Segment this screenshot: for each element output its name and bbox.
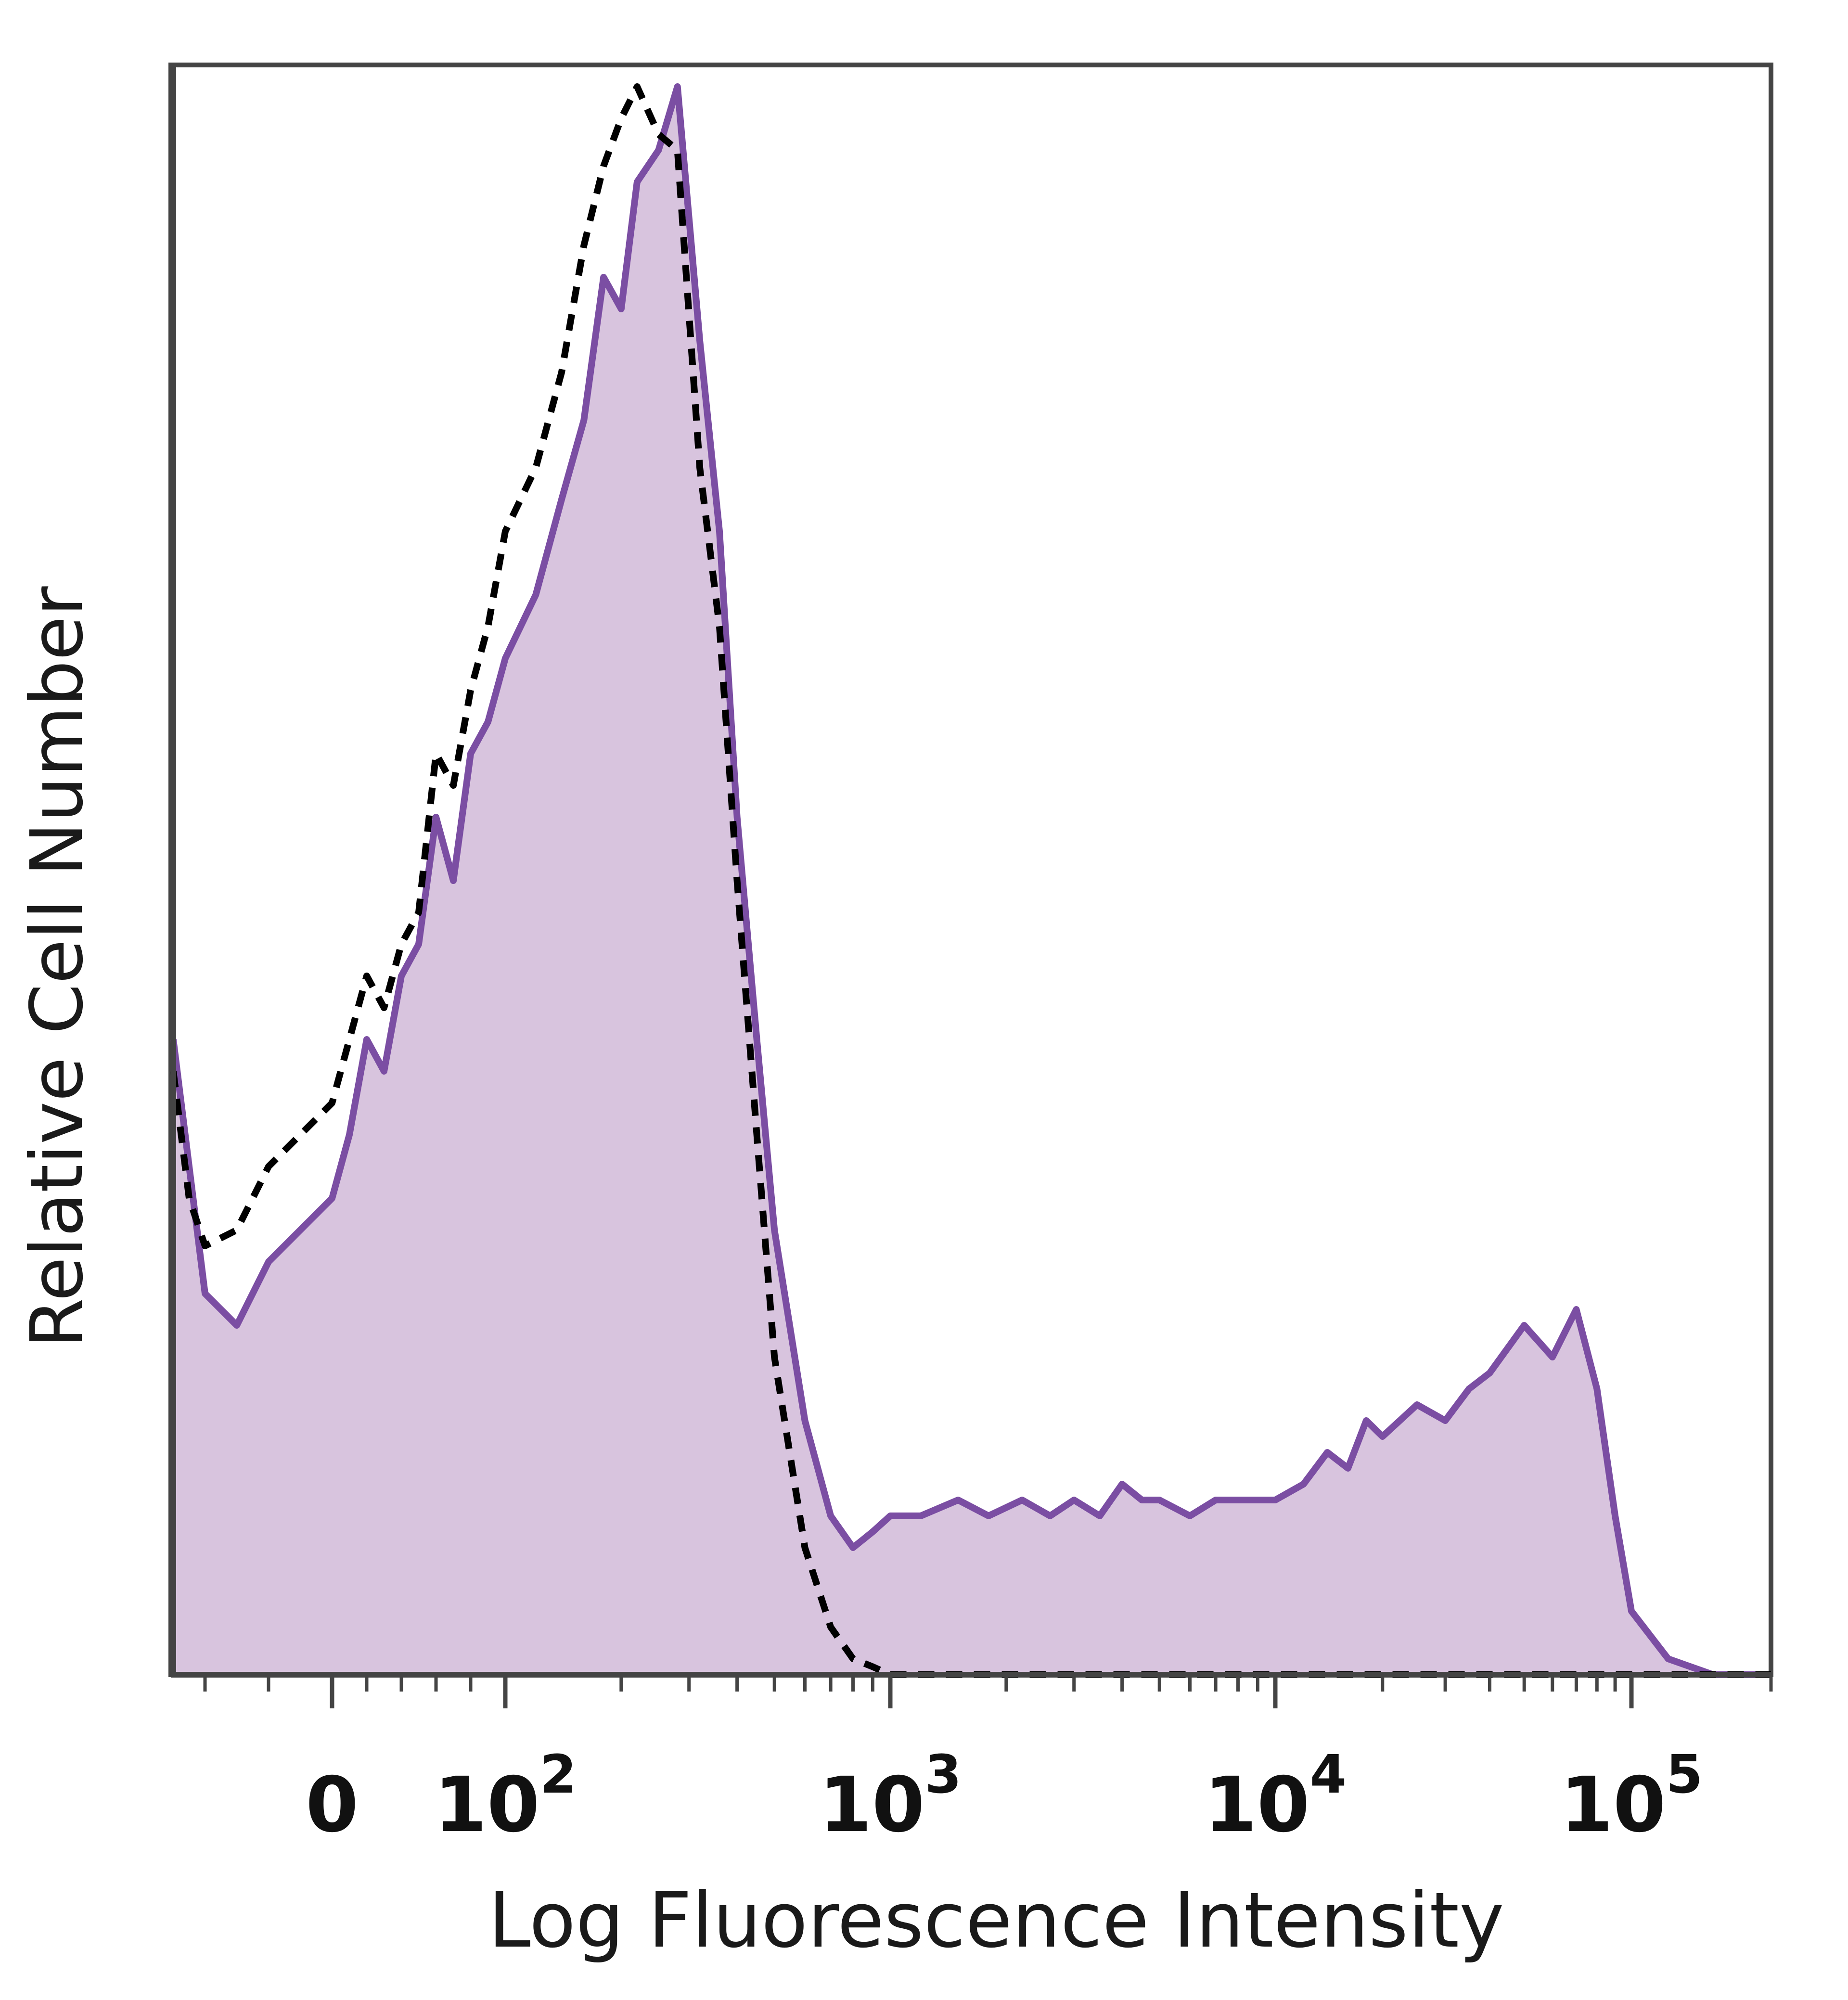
tick-labels: 0 102 103 104 105 [306, 1744, 1703, 1849]
x-tick-label: 104 [1204, 1744, 1347, 1849]
tick-marks [203, 1675, 1773, 1708]
x-axis-label: Log Fluorescence Intensity [488, 1876, 1504, 1965]
x-tick-label: 103 [819, 1744, 962, 1849]
stained-histogram-fill [173, 87, 1771, 1675]
series-layer [170, 83, 1771, 1678]
x-tick-label: 102 [434, 1744, 577, 1849]
x-tick-label: 0 [306, 1761, 359, 1849]
y-axis-label: Relative Cell Number [15, 586, 99, 1348]
x-tick-label: 105 [1560, 1744, 1703, 1849]
stained-histogram-line [170, 83, 1771, 1678]
